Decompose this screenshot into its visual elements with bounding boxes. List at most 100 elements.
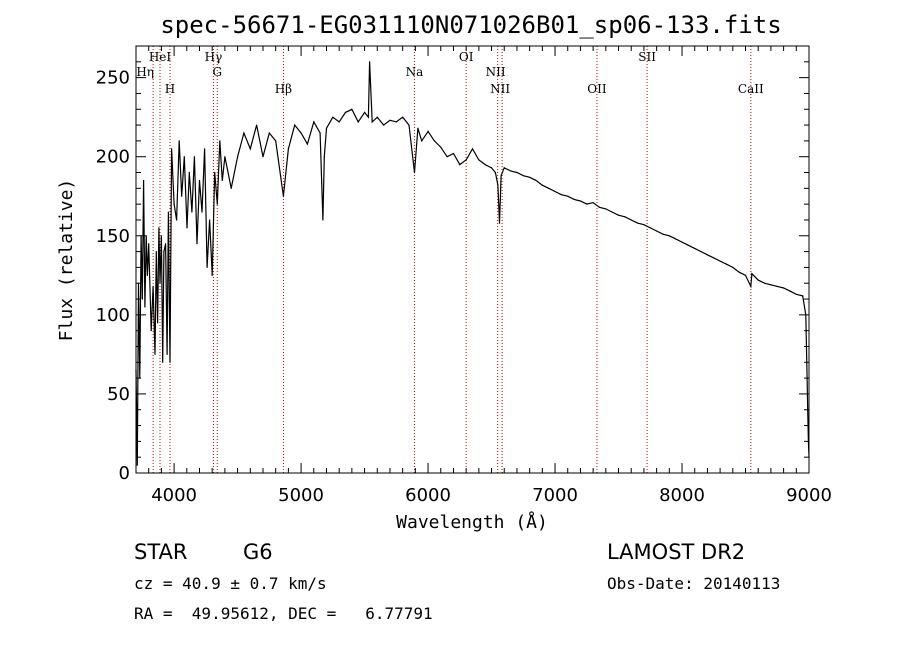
data-point [694, 247, 696, 250]
data-point [323, 156, 325, 158]
data-point [162, 361, 164, 363]
data-point [173, 203, 175, 205]
plot-frame [135, 45, 810, 474]
data-point [230, 187, 232, 189]
data-point [573, 198, 575, 201]
data-point [376, 116, 378, 118]
data-point [146, 274, 149, 276]
data-point [560, 194, 562, 196]
data-point [770, 284, 772, 286]
data-point [529, 176, 531, 178]
data-point [465, 159, 467, 161]
y-tick-label: 0 [119, 463, 130, 484]
chart-title: spec-56671-EG031110N071026B01_sp06-133.f… [160, 11, 781, 39]
data-point [294, 124, 296, 126]
data-point [160, 235, 162, 237]
data-point [344, 111, 347, 114]
data-point [371, 121, 373, 123]
y-tick-label: 100 [96, 305, 130, 326]
data-point [636, 222, 639, 224]
data-point [751, 273, 753, 275]
y-tick-label: 50 [107, 384, 130, 405]
data-point [198, 179, 201, 182]
data-point [287, 148, 289, 150]
data-point [166, 353, 168, 355]
data-point [421, 140, 423, 142]
data-point [417, 127, 419, 129]
data-point [605, 208, 607, 210]
data-point [617, 214, 620, 216]
data-point [256, 124, 258, 126]
data-point [186, 227, 188, 229]
data-point [776, 285, 778, 287]
line-label: H [165, 82, 175, 96]
data-point [158, 227, 160, 229]
data-point [163, 250, 165, 253]
data-point [275, 140, 277, 142]
data-point [150, 330, 152, 332]
data-point [136, 464, 138, 466]
data-point [211, 274, 213, 276]
data-point [159, 282, 161, 284]
data-point [662, 233, 664, 235]
coordinates-readout: RA = 49.95612, DEC = 6.77791 [134, 604, 433, 623]
object-class: STAR [134, 540, 187, 564]
data-point [143, 179, 145, 182]
data-point [567, 195, 569, 197]
data-point [306, 143, 309, 145]
data-point [383, 124, 385, 126]
y-tick-label: 150 [96, 226, 130, 247]
data-point [494, 171, 496, 174]
data-point [725, 263, 728, 265]
data-point [500, 175, 502, 177]
spectrum-line [135, 61, 810, 466]
line-label: Hγ [205, 50, 223, 64]
x-axis-label: Wavelength (Å) [396, 511, 548, 533]
data-point [598, 206, 601, 208]
data-point [738, 271, 740, 273]
data-point [446, 156, 448, 158]
x-tick-label: 6000 [405, 485, 451, 506]
data-point [744, 274, 747, 276]
data-point [503, 167, 505, 169]
line-label: NII [486, 65, 506, 79]
data-point [675, 238, 677, 240]
y-tick-label: 250 [96, 68, 130, 89]
object-subclass: G6 [243, 540, 273, 564]
data-point [484, 164, 486, 166]
y-axis-label: Flux (relative) [56, 179, 77, 342]
data-point [214, 171, 216, 174]
data-point [611, 211, 613, 213]
data-point [516, 171, 518, 174]
data-point [188, 171, 190, 174]
data-point [169, 361, 171, 363]
emission-line-markers [152, 46, 752, 473]
data-point [313, 121, 315, 123]
data-point [757, 279, 759, 281]
data-point [322, 219, 324, 221]
data-point [498, 222, 501, 224]
data-point [176, 219, 178, 221]
data-point [408, 124, 410, 126]
data-point [203, 148, 206, 150]
data-point [325, 127, 328, 129]
x-tick-label: 9000 [786, 485, 832, 506]
data-point [656, 230, 658, 232]
data-point [148, 243, 150, 245]
data-point [395, 121, 397, 123]
data-point [719, 260, 721, 262]
data-point [219, 140, 221, 142]
line-label: NII [490, 82, 510, 96]
data-point [164, 243, 167, 245]
data-point [706, 254, 709, 256]
line-label: Na [406, 65, 424, 79]
data-point [300, 132, 302, 134]
data-point [592, 201, 594, 204]
data-point [183, 156, 185, 158]
data-point [535, 179, 537, 182]
data-point [433, 140, 436, 142]
data-point [440, 146, 442, 148]
data-point [351, 108, 353, 110]
data-point [789, 290, 791, 292]
